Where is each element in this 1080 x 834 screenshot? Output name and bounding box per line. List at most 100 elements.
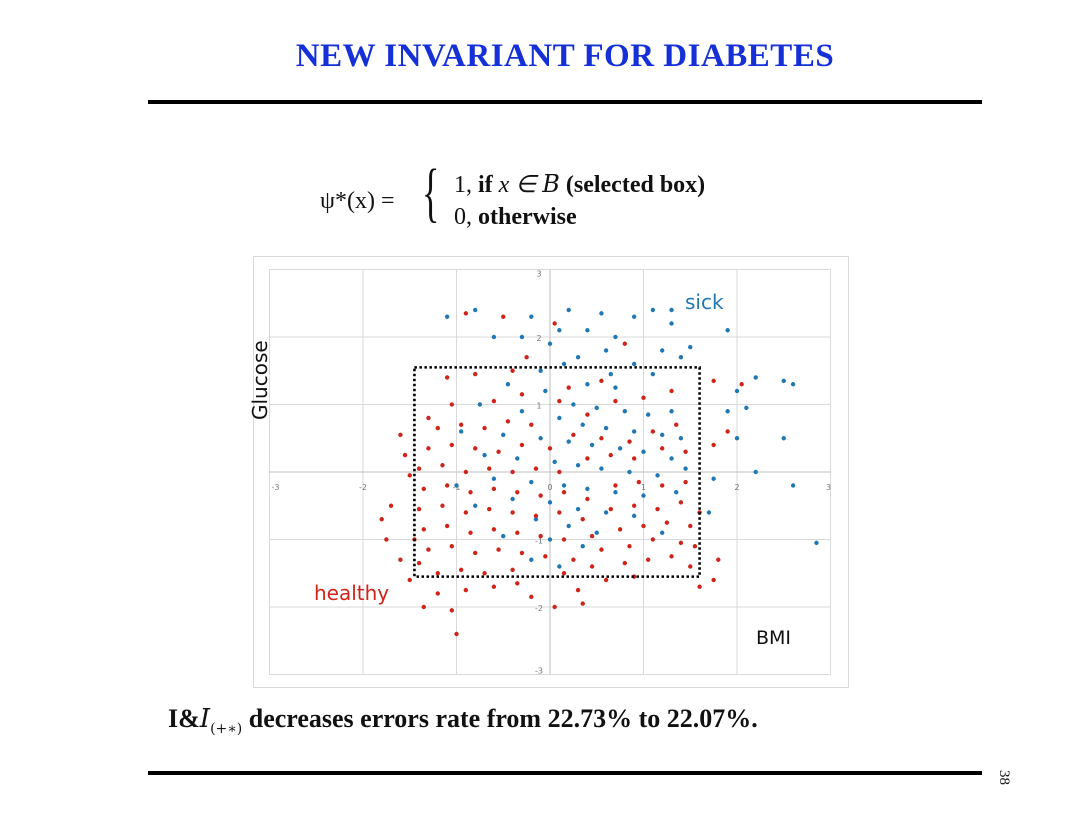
healthy-point	[515, 581, 520, 586]
sick-point	[631, 314, 637, 319]
healthy-point	[468, 490, 473, 495]
sick-point	[585, 328, 590, 333]
healthy-point	[688, 564, 693, 569]
selected-box	[413, 366, 701, 578]
case2-value: 0,	[454, 204, 472, 230]
sick-point	[575, 355, 581, 360]
sick-point	[529, 557, 534, 562]
healthy-point	[622, 341, 627, 346]
healthy-point	[683, 449, 688, 454]
healthy-point	[547, 446, 553, 451]
sick-point	[753, 469, 758, 475]
healthy-point	[482, 571, 487, 576]
healthy-point	[660, 446, 665, 451]
healthy-point	[571, 432, 576, 438]
sick-point	[594, 530, 599, 535]
sick-point	[482, 452, 487, 458]
healthy-point	[599, 436, 604, 441]
healthy-point	[669, 388, 674, 394]
healthy-point	[613, 483, 618, 488]
sick-point	[501, 432, 506, 438]
sick-point	[444, 314, 450, 319]
healthy-point	[669, 554, 674, 559]
healthy-point	[398, 557, 403, 562]
case2-word: otherwise	[478, 204, 577, 230]
legend-sick: sick	[685, 290, 724, 314]
healthy-point	[650, 429, 656, 434]
healthy-point	[627, 439, 632, 444]
healthy-point	[505, 419, 511, 424]
statement-text: decreases errors rate from 22.73% to 22.…	[248, 704, 758, 733]
healthy-point	[435, 591, 440, 596]
healthy-point	[449, 402, 455, 407]
healthy-point	[473, 446, 478, 451]
sick-point	[669, 321, 674, 326]
sick-point	[552, 459, 557, 465]
healthy-point	[561, 490, 567, 495]
healthy-point	[384, 537, 389, 542]
healthy-point	[519, 442, 525, 448]
bottom-rule	[148, 771, 982, 775]
healthy-point	[739, 382, 744, 387]
healthy-point	[678, 540, 684, 546]
sick-point	[557, 564, 562, 569]
sick-point	[814, 540, 819, 546]
sick-point	[547, 341, 553, 346]
statement-subscript: (+∗)	[210, 721, 243, 738]
healthy-point	[645, 557, 651, 562]
healthy-point	[435, 425, 440, 431]
healthy-point	[566, 385, 571, 390]
healthy-point	[416, 466, 422, 471]
sick-point	[613, 385, 618, 390]
healthy-point	[444, 483, 450, 488]
healthy-point	[585, 412, 590, 417]
healthy-point	[561, 571, 567, 576]
healthy-point	[631, 503, 637, 508]
healthy-point	[557, 469, 562, 475]
formula-case-1: 1, if x ∈ B (selected box)	[454, 170, 705, 199]
sick-point	[683, 466, 688, 471]
healthy-point	[538, 493, 543, 498]
healthy-point	[599, 547, 604, 552]
sick-point	[669, 307, 674, 313]
healthy-point	[515, 530, 520, 535]
sick-point	[571, 402, 576, 407]
y-tick-label: 1	[536, 402, 541, 411]
healthy-point	[421, 604, 426, 610]
sick-point	[678, 436, 684, 441]
sick-point	[510, 496, 515, 502]
healthy-point	[641, 523, 646, 529]
healthy-point	[482, 425, 487, 431]
x-tick-label: 0	[547, 483, 552, 492]
indicator-formula: ψ*(x) = { 1, if x ∈ B (selected box) 0, …	[320, 160, 840, 240]
healthy-point	[608, 452, 613, 458]
sick-point	[790, 483, 796, 488]
sick-point	[454, 483, 459, 488]
healthy-point	[421, 486, 426, 492]
healthy-point	[407, 577, 412, 583]
healthy-point	[561, 537, 567, 542]
healthy-point	[571, 557, 576, 562]
healthy-point	[491, 486, 497, 492]
sick-point	[627, 469, 632, 475]
sick-point	[617, 446, 623, 451]
x-tick-label: -2	[359, 483, 367, 492]
healthy-point	[622, 560, 627, 566]
sick-point	[744, 405, 749, 411]
healthy-point	[533, 466, 539, 471]
healthy-point	[487, 506, 492, 512]
sick-point	[529, 479, 534, 485]
healthy-point	[613, 398, 618, 404]
healthy-point	[491, 527, 497, 532]
healthy-point	[711, 577, 716, 583]
sick-point	[473, 503, 478, 508]
healthy-point	[589, 564, 595, 569]
healthy-point	[458, 567, 464, 573]
healthy-point	[463, 311, 469, 316]
healthy-point	[552, 604, 557, 610]
sick-point	[678, 355, 684, 360]
case1-value: 1,	[454, 172, 472, 198]
sick-point	[725, 328, 730, 333]
sick-point	[603, 510, 609, 515]
x-axis-label: BMI	[756, 627, 792, 649]
